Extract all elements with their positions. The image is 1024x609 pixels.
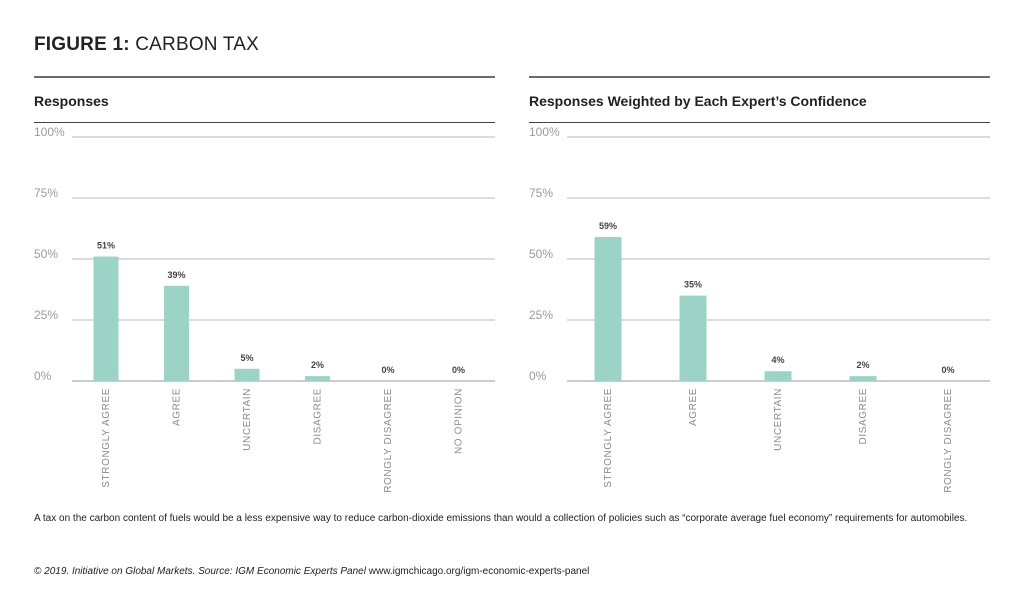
category-label: AGREE bbox=[688, 388, 699, 426]
data-label: 59% bbox=[599, 221, 617, 231]
data-label: 0% bbox=[452, 365, 465, 375]
source-note: © 2019. Initiative on Global Markets. So… bbox=[34, 566, 994, 577]
chart-title: Responses Weighted by Each Expert’s Conf… bbox=[529, 93, 867, 109]
category-label: UNCERTAIN bbox=[242, 388, 253, 451]
bar-agree bbox=[679, 295, 707, 381]
category-label: DISAGREE bbox=[313, 388, 324, 444]
figure-title-prefix: FIGURE 1: bbox=[34, 34, 130, 55]
data-label: 0% bbox=[941, 365, 954, 375]
category-label: STRONGLY AGREE bbox=[603, 388, 614, 488]
data-label: 5% bbox=[240, 353, 253, 363]
data-label: 51% bbox=[97, 241, 115, 251]
y-tick-label: 50% bbox=[529, 247, 553, 261]
source-url: www.igmchicago.org/igm-economic-experts-… bbox=[365, 566, 590, 577]
figure-title-text: CARBON TAX bbox=[129, 34, 260, 55]
data-label: 39% bbox=[167, 270, 185, 280]
y-tick-label: 0% bbox=[529, 369, 547, 383]
category-label: STRONGLY AGREE bbox=[101, 388, 112, 488]
bar-strongly-agree bbox=[594, 237, 622, 381]
chart-panel-weighted: Responses Weighted by Each Expert’s Conf… bbox=[529, 74, 990, 494]
chart-panel-responses: Responses 0% 25% 50% 75% 100% 51% STRONGLY AGR… bbox=[34, 74, 495, 494]
bar-disagree bbox=[305, 376, 330, 381]
figure-title: FIGURE 1: CARBON TAX bbox=[34, 34, 259, 56]
category-label: DISAGREE bbox=[858, 388, 869, 444]
category-label: STRONGLY DISAGREE bbox=[383, 388, 394, 494]
y-tick-label: 25% bbox=[34, 308, 58, 322]
y-tick-label: 50% bbox=[34, 247, 58, 261]
panel-title-rule bbox=[34, 122, 495, 123]
data-label: 2% bbox=[856, 360, 869, 370]
bar-strongly-agree bbox=[93, 256, 119, 381]
source-credit: © 2019. Initiative on Global Markets. So… bbox=[34, 566, 366, 577]
bar-disagree bbox=[849, 376, 877, 381]
category-label: STRONGLY DISAGREE bbox=[943, 388, 954, 494]
y-tick-label: 75% bbox=[34, 186, 58, 200]
bar-uncertain bbox=[764, 371, 792, 381]
category-label: UNCERTAIN bbox=[773, 388, 784, 451]
panel-title-rule bbox=[529, 122, 990, 123]
category-label: NO OPINION bbox=[454, 388, 465, 454]
bar-uncertain bbox=[234, 368, 260, 381]
data-label: 0% bbox=[381, 365, 394, 375]
data-label: 2% bbox=[311, 360, 324, 370]
y-tick-label: 100% bbox=[529, 125, 560, 139]
category-label: AGREE bbox=[172, 388, 183, 426]
bar-chart-weighted: 0% 25% 50% 75% 100% 59% STRONGLY AGREE 35% AGREE… bbox=[529, 125, 990, 494]
bar-chart-responses: 0% 25% 50% 75% 100% 51% STRONGLY AGREE 39% AGREE… bbox=[34, 125, 495, 494]
y-tick-label: 100% bbox=[34, 125, 65, 139]
y-tick-label: 75% bbox=[529, 186, 553, 200]
panel-top-rule bbox=[529, 76, 990, 78]
chart-title: Responses bbox=[34, 93, 109, 109]
panel-top-rule bbox=[34, 76, 495, 78]
figure-caption: A tax on the carbon content of fuels wou… bbox=[34, 513, 968, 524]
y-tick-label: 0% bbox=[34, 369, 52, 383]
data-label: 4% bbox=[771, 355, 784, 365]
data-label: 35% bbox=[684, 280, 702, 290]
bar-agree bbox=[164, 285, 189, 381]
y-tick-label: 25% bbox=[529, 308, 553, 322]
